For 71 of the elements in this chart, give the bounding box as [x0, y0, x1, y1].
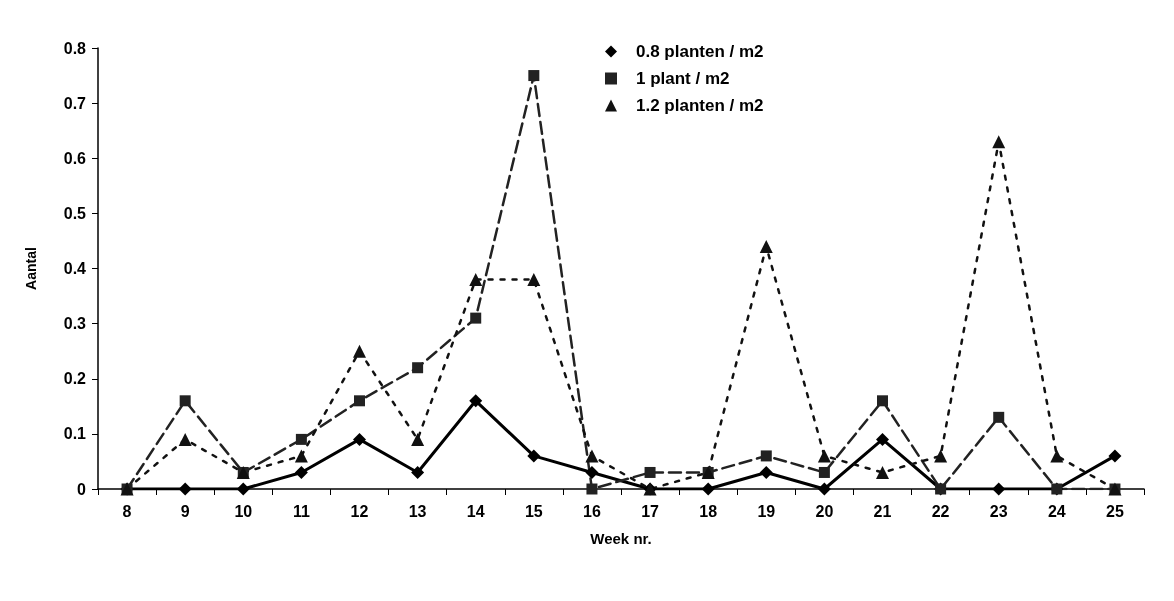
point — [817, 482, 831, 496]
point — [469, 273, 483, 287]
y-tick-label: 0.8 — [63, 39, 87, 57]
y-tick-label: 0.3 — [63, 315, 87, 333]
point — [644, 466, 656, 478]
point — [876, 465, 889, 479]
point — [236, 482, 250, 496]
x-tick-label: 18 — [699, 502, 718, 520]
point — [179, 395, 191, 407]
x-tick-label: 13 — [408, 502, 427, 520]
point — [411, 432, 425, 446]
legend-label: 0.8 planten / m2 — [636, 42, 764, 61]
point — [585, 465, 599, 479]
point — [354, 395, 365, 407]
point — [412, 362, 424, 374]
x-tick-label: 25 — [1106, 502, 1124, 520]
x-tick-label: 24 — [1047, 502, 1066, 520]
x-tick-label: 14 — [466, 502, 485, 520]
point — [992, 135, 1006, 149]
point — [759, 239, 773, 253]
point — [353, 432, 366, 446]
point — [993, 411, 1005, 423]
point — [527, 273, 541, 287]
x-tick-label: 21 — [873, 502, 892, 520]
legend-label: 1.2 planten / m2 — [636, 96, 764, 115]
point — [1108, 449, 1122, 463]
x-tick-label: 16 — [583, 502, 601, 520]
y-tick-label: 0.4 — [63, 260, 87, 277]
y-tick-label: 0.5 — [63, 204, 87, 222]
x-tick-label: 12 — [350, 502, 369, 520]
point — [760, 450, 772, 462]
point — [586, 483, 598, 495]
point — [759, 465, 773, 479]
x-tick-label: 23 — [989, 502, 1008, 520]
x-tick-label: 8 — [122, 502, 132, 520]
y-axis-title: Aantal — [23, 247, 39, 290]
point — [528, 70, 540, 82]
point — [1050, 449, 1064, 463]
point — [294, 465, 308, 479]
point — [585, 449, 599, 463]
x-tick-label: 15 — [524, 502, 543, 520]
x-tick-label: 22 — [931, 502, 950, 520]
point — [294, 449, 308, 463]
x-tick-label: 9 — [180, 502, 190, 520]
legend-label: 1 plant / m2 — [636, 69, 730, 88]
y-tick-label: 0.1 — [63, 425, 87, 443]
y-tick-label: 0.2 — [63, 370, 87, 388]
point — [353, 344, 366, 358]
y-tick-label: 0.6 — [63, 149, 87, 167]
x-tick-label: 19 — [757, 502, 776, 520]
point — [527, 449, 541, 463]
y-tick-label: 0 — [77, 480, 87, 498]
point — [178, 432, 192, 446]
point — [876, 432, 889, 446]
point — [411, 465, 425, 479]
point — [701, 482, 715, 496]
point — [877, 395, 888, 407]
point — [295, 433, 307, 445]
point — [817, 449, 831, 463]
point — [992, 482, 1006, 496]
point — [818, 466, 830, 478]
x-tick-label: 20 — [815, 502, 834, 520]
x-axis-title: Week nr. — [590, 530, 652, 547]
point — [178, 482, 192, 496]
x-tick-label: 17 — [641, 502, 660, 520]
x-tick-label: 10 — [234, 502, 253, 520]
point — [470, 312, 482, 324]
y-tick-label: 0.7 — [63, 94, 87, 112]
point — [469, 394, 483, 408]
point — [934, 449, 948, 463]
x-tick-label: 11 — [292, 502, 310, 520]
